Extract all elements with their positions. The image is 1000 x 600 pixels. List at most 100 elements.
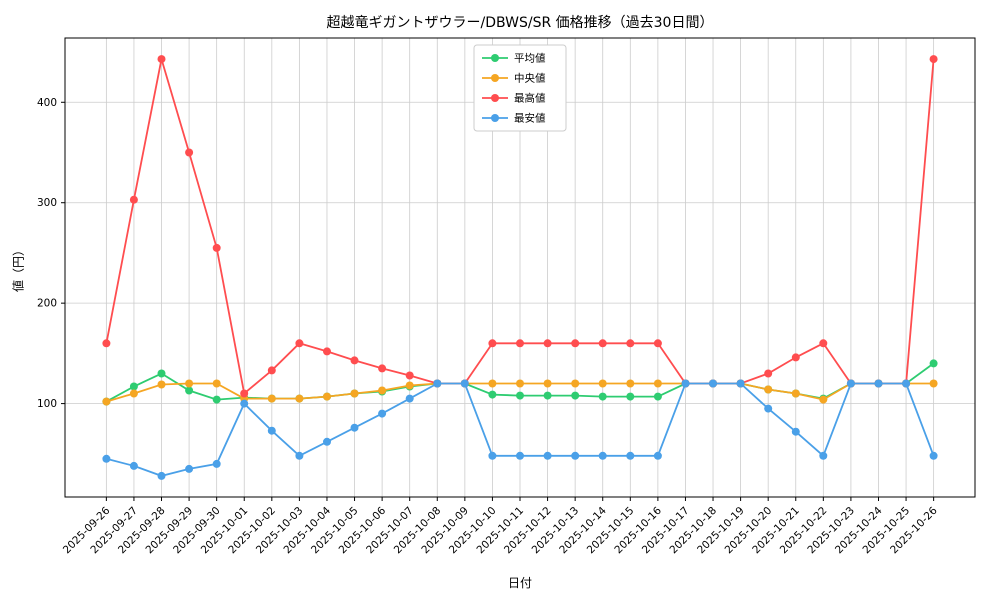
y-tick-label: 200: [37, 298, 57, 310]
series-min-marker: [378, 409, 387, 418]
series-min-marker: [157, 471, 166, 480]
legend-median-label: 中央値: [514, 72, 546, 85]
series-max-marker: [598, 339, 607, 348]
series-max-marker: [129, 195, 138, 204]
series-max-marker: [185, 148, 194, 157]
x-axis-title: 日付: [507, 576, 532, 590]
series-average-marker: [488, 390, 497, 399]
series-min-marker: [350, 423, 359, 432]
series-min-marker: [405, 394, 414, 403]
series-median-marker: [571, 379, 580, 388]
series-median-marker: [516, 379, 524, 388]
legend-average-marker: [491, 54, 499, 62]
series-median-marker: [791, 389, 800, 398]
series-median-marker: [378, 386, 387, 395]
series-median-marker: [102, 397, 111, 406]
series-min-marker: [460, 379, 469, 388]
series-min-marker: [902, 379, 911, 388]
series-average-marker: [516, 391, 524, 400]
series-max-marker: [405, 371, 414, 380]
legend-max-marker: [491, 94, 499, 102]
series-min-marker: [791, 427, 800, 436]
legend-max-label: 最高値: [514, 92, 546, 105]
series-average-marker: [157, 369, 166, 378]
series-average-marker: [185, 386, 194, 395]
series-max-marker: [819, 339, 828, 348]
series-min-marker: [323, 437, 331, 446]
series-max-marker: [240, 389, 249, 398]
legend-median-marker: [491, 74, 499, 82]
series-average-marker: [598, 392, 607, 401]
series-max-marker: [157, 55, 166, 64]
series-min-marker: [212, 459, 221, 468]
series-max-marker: [378, 364, 387, 373]
chart-title: 超越竜ギガントザウラー/DBWS/SR 価格推移（過去30日間）: [326, 15, 714, 31]
series-median-marker: [764, 385, 773, 394]
series-max-marker: [626, 339, 635, 348]
series-min-marker: [819, 451, 828, 460]
series-min-marker: [736, 379, 745, 388]
series-max-marker: [267, 366, 276, 375]
series-median-marker: [929, 379, 938, 388]
series-median-marker: [157, 380, 166, 389]
series-min-marker: [102, 454, 111, 463]
series-median-marker: [819, 395, 828, 404]
series-min-marker: [240, 399, 249, 408]
series-max-marker: [543, 339, 552, 348]
series-min-marker: [929, 451, 938, 460]
series-average-marker: [212, 395, 221, 404]
series-max-marker: [323, 347, 331, 356]
series-median-marker: [323, 392, 331, 401]
series-min-marker: [433, 379, 442, 388]
series-median-marker: [626, 379, 635, 388]
series-min-marker: [516, 451, 524, 460]
series-min-marker: [488, 451, 497, 460]
series-median-marker: [185, 379, 194, 388]
series-max-marker: [571, 339, 580, 348]
series-max-marker: [653, 339, 662, 348]
series-max-marker: [516, 339, 524, 348]
series-max-marker: [791, 353, 800, 362]
y-tick-label: 100: [37, 398, 57, 410]
series-max-marker: [350, 356, 359, 365]
series-min-marker: [709, 379, 717, 388]
series-max-marker: [295, 339, 304, 348]
series-median-marker: [295, 394, 304, 403]
series-average-marker: [129, 382, 138, 391]
series-median-marker: [350, 389, 359, 398]
series-min-marker: [129, 461, 138, 470]
series-min-marker: [653, 451, 662, 460]
series-min-marker: [571, 451, 580, 460]
series-max-marker: [102, 339, 111, 348]
series-average-marker: [653, 392, 662, 401]
series-min-marker: [185, 464, 194, 473]
series-min-marker: [764, 404, 773, 413]
series-max-marker: [764, 369, 773, 378]
series-max-marker: [212, 243, 221, 252]
series-min-marker: [543, 451, 552, 460]
legend-average-label: 平均値: [514, 52, 546, 65]
series-median-marker: [267, 394, 276, 403]
legend-min-marker: [491, 114, 499, 122]
series-average-marker: [626, 392, 635, 401]
series-median-marker: [129, 389, 138, 398]
series-min-marker: [874, 379, 883, 388]
series-average-marker: [543, 391, 552, 400]
series-median-marker: [488, 379, 497, 388]
series-average-marker: [571, 391, 580, 400]
legend-box: [473, 44, 567, 132]
y-tick-label: 400: [37, 97, 57, 109]
series-max-marker: [929, 55, 938, 64]
series-min-marker: [846, 379, 855, 388]
series-median-marker: [653, 379, 662, 388]
series-median-marker: [405, 381, 414, 390]
series-min-marker: [598, 451, 607, 460]
series-median-marker: [598, 379, 607, 388]
y-axis-title: 値（円）: [11, 243, 26, 293]
series-min-marker: [295, 451, 304, 460]
series-median-marker: [212, 379, 221, 388]
series-min-marker: [626, 451, 635, 460]
series-average-marker: [929, 359, 938, 368]
